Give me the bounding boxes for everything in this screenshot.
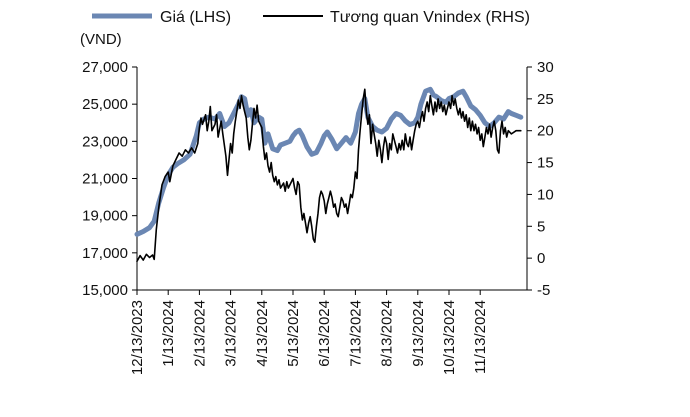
left-tick-label: 27,000 [82, 59, 128, 76]
x-tick-label: 6/13/2024 [316, 300, 333, 367]
right-tick-label: 25 [537, 91, 554, 108]
legend-correlation-label: Tương quan Vnindex (RHS) [330, 9, 530, 26]
chart-series [134, 86, 524, 263]
left-tick-label: 19,000 [82, 208, 128, 225]
left-tick-label: 15,000 [82, 282, 128, 299]
left-tick-label: 17,000 [82, 245, 128, 262]
x-tick-label: 1/13/2024 [160, 300, 177, 367]
x-tick-label: 10/13/2024 [441, 300, 458, 375]
x-tick-label: 4/13/2024 [254, 300, 271, 367]
x-axis-ticks: 12/13/2023 1/13/2024 2/13/2024 3/13/2024 4/1… [129, 290, 489, 375]
correlation-series-line [136, 88, 522, 263]
y-axis-unit-label: (VND) [80, 31, 122, 48]
x-tick-label: 3/13/2024 [223, 300, 240, 367]
left-axis-ticks: 15,000 17,000 19,000 21,000 23,000 25,000 27,0… [82, 59, 137, 299]
left-tick-label: 21,000 [82, 171, 128, 188]
right-tick-label: 0 [537, 250, 545, 267]
x-tick-label: 11/13/2024 [472, 300, 489, 374]
price-series-line [134, 86, 524, 237]
right-axis-ticks: -5 0 5 10 15 20 25 30 [527, 59, 554, 299]
right-tick-label: 30 [537, 59, 554, 76]
right-tick-label: -5 [537, 282, 550, 299]
x-tick-label: 5/13/2024 [285, 300, 302, 367]
chart-legend: Giá (LHS) Tương quan Vnindex (RHS) [92, 9, 530, 26]
left-tick-label: 23,000 [82, 133, 128, 150]
legend-price-label: Giá (LHS) [160, 9, 231, 26]
right-tick-label: 20 [537, 123, 554, 140]
right-tick-label: 15 [537, 155, 554, 172]
left-tick-label: 25,000 [82, 96, 128, 113]
x-tick-label: 8/13/2024 [379, 300, 396, 367]
right-tick-label: 10 [537, 186, 554, 203]
x-tick-label: 12/13/2023 [129, 300, 146, 375]
x-tick-label: 7/13/2024 [347, 300, 364, 367]
x-tick-label: 2/13/2024 [191, 300, 208, 367]
right-tick-label: 5 [537, 218, 545, 235]
x-tick-label: 9/13/2024 [410, 300, 427, 367]
